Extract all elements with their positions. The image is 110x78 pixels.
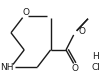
- Text: O: O: [22, 8, 29, 17]
- Text: Cl: Cl: [91, 63, 100, 72]
- Text: H: H: [92, 52, 99, 61]
- Text: O: O: [71, 64, 78, 73]
- Text: O: O: [78, 27, 85, 36]
- Text: NH: NH: [0, 63, 13, 72]
